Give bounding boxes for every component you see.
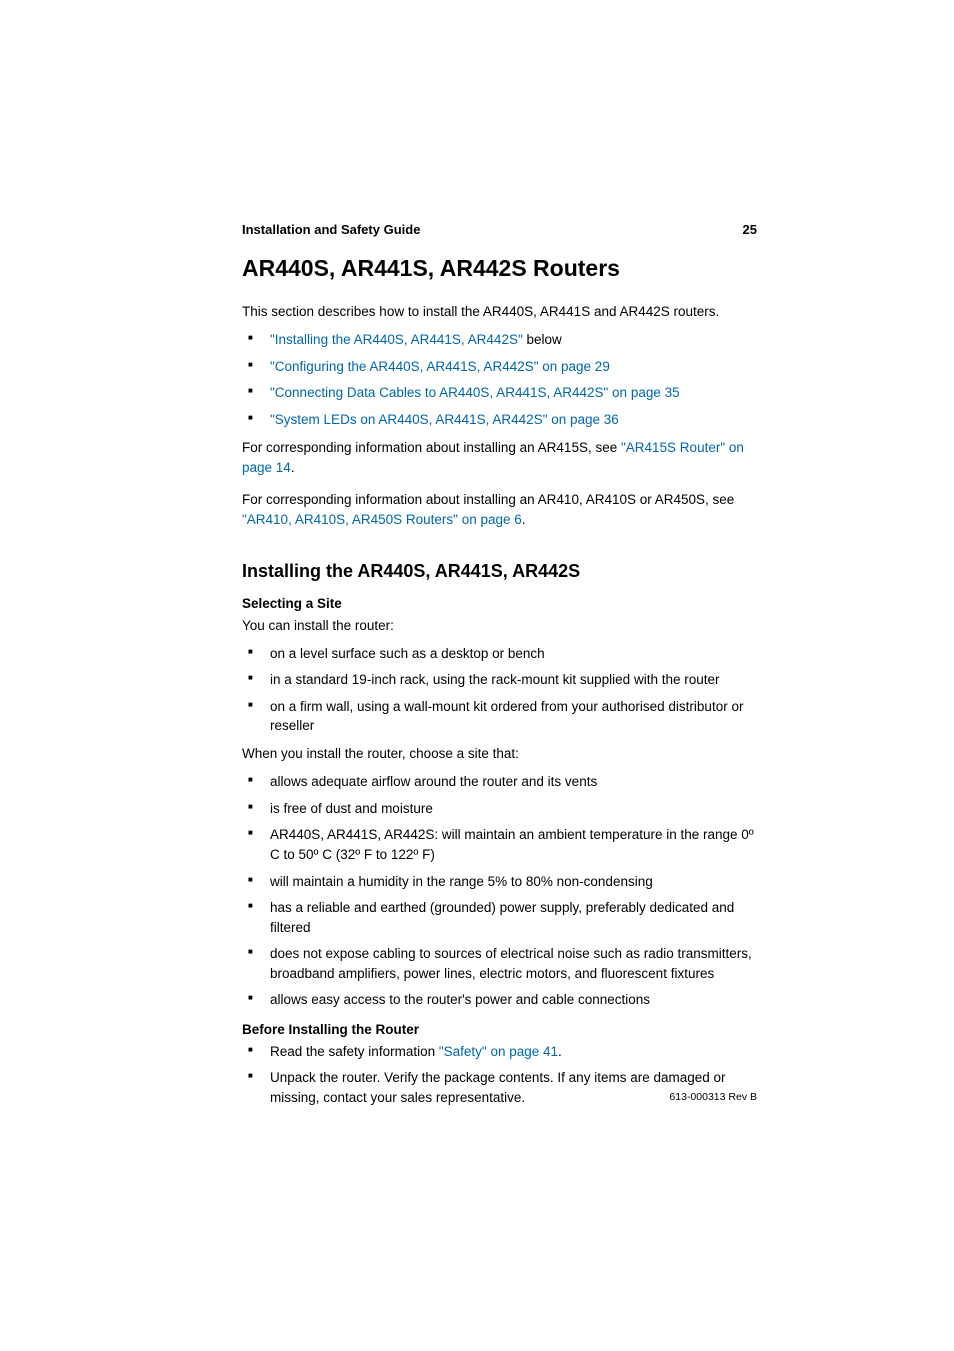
list-item: allows easy access to the router's power…: [242, 990, 757, 1010]
link-installing[interactable]: "Installing the AR440S, AR441S, AR442S": [270, 332, 523, 347]
site-requirements-list: allows adequate airflow around the route…: [242, 772, 757, 1010]
before-item1-suffix: .: [558, 1044, 562, 1059]
list-item: "Connecting Data Cables to AR440S, AR441…: [242, 383, 757, 403]
list-item: on a firm wall, using a wall-mount kit o…: [242, 697, 757, 736]
crossref-paragraph-1: For corresponding information about inst…: [242, 438, 757, 479]
before-installing-label: Before Installing the Router: [242, 1022, 757, 1037]
list-item: "Configuring the AR440S, AR441S, AR442S"…: [242, 357, 757, 377]
list-item: allows adequate airflow around the route…: [242, 772, 757, 792]
para2-prefix: For corresponding information about inst…: [242, 492, 734, 507]
selecting-site-label: Selecting a Site: [242, 596, 757, 611]
install-location-list: on a level surface such as a desktop or …: [242, 644, 757, 736]
document-footer: 613-000313 Rev B: [669, 1091, 757, 1103]
list-item: Read the safety information "Safety" on …: [242, 1042, 757, 1062]
list-item: "System LEDs on AR440S, AR441S, AR442S" …: [242, 410, 757, 430]
crossref-paragraph-2: For corresponding information about inst…: [242, 490, 757, 531]
link-system-leds[interactable]: "System LEDs on AR440S, AR441S, AR442S" …: [270, 412, 619, 427]
main-heading: AR440S, AR441S, AR442S Routers: [242, 255, 757, 282]
list-item: has a reliable and earthed (grounded) po…: [242, 898, 757, 937]
intro-paragraph: This section describes how to install th…: [242, 302, 757, 322]
link-ar410[interactable]: "AR410, AR410S, AR450S Routers" on page …: [242, 512, 522, 527]
list-item: in a standard 19-inch rack, using the ra…: [242, 670, 757, 690]
choose-site-intro: When you install the router, choose a si…: [242, 744, 757, 764]
para1-suffix: .: [291, 460, 295, 475]
list-item: "Installing the AR440S, AR441S, AR442S" …: [242, 330, 757, 350]
list-item: AR440S, AR441S, AR442S: will maintain an…: [242, 825, 757, 864]
para1-prefix: For corresponding information about inst…: [242, 440, 621, 455]
link-safety[interactable]: "Safety" on page 41: [439, 1044, 558, 1059]
page-number: 25: [743, 222, 757, 237]
list-item: does not expose cabling to sources of el…: [242, 944, 757, 983]
list-item: is free of dust and moisture: [242, 799, 757, 819]
list-item: on a level surface such as a desktop or …: [242, 644, 757, 664]
before-item1-prefix: Read the safety information: [270, 1044, 439, 1059]
intro-link-list: "Installing the AR440S, AR441S, AR442S" …: [242, 330, 757, 429]
link-suffix: below: [523, 332, 562, 347]
link-configuring[interactable]: "Configuring the AR440S, AR441S, AR442S"…: [270, 359, 610, 374]
list-item: will maintain a humidity in the range 5%…: [242, 872, 757, 892]
link-connecting[interactable]: "Connecting Data Cables to AR440S, AR441…: [270, 385, 680, 400]
sub-heading-installing: Installing the AR440S, AR441S, AR442S: [242, 561, 757, 582]
selecting-site-intro: You can install the router:: [242, 616, 757, 636]
page-header: Installation and Safety Guide 25: [242, 222, 757, 237]
header-title: Installation and Safety Guide: [242, 222, 420, 237]
para2-suffix: .: [522, 512, 526, 527]
